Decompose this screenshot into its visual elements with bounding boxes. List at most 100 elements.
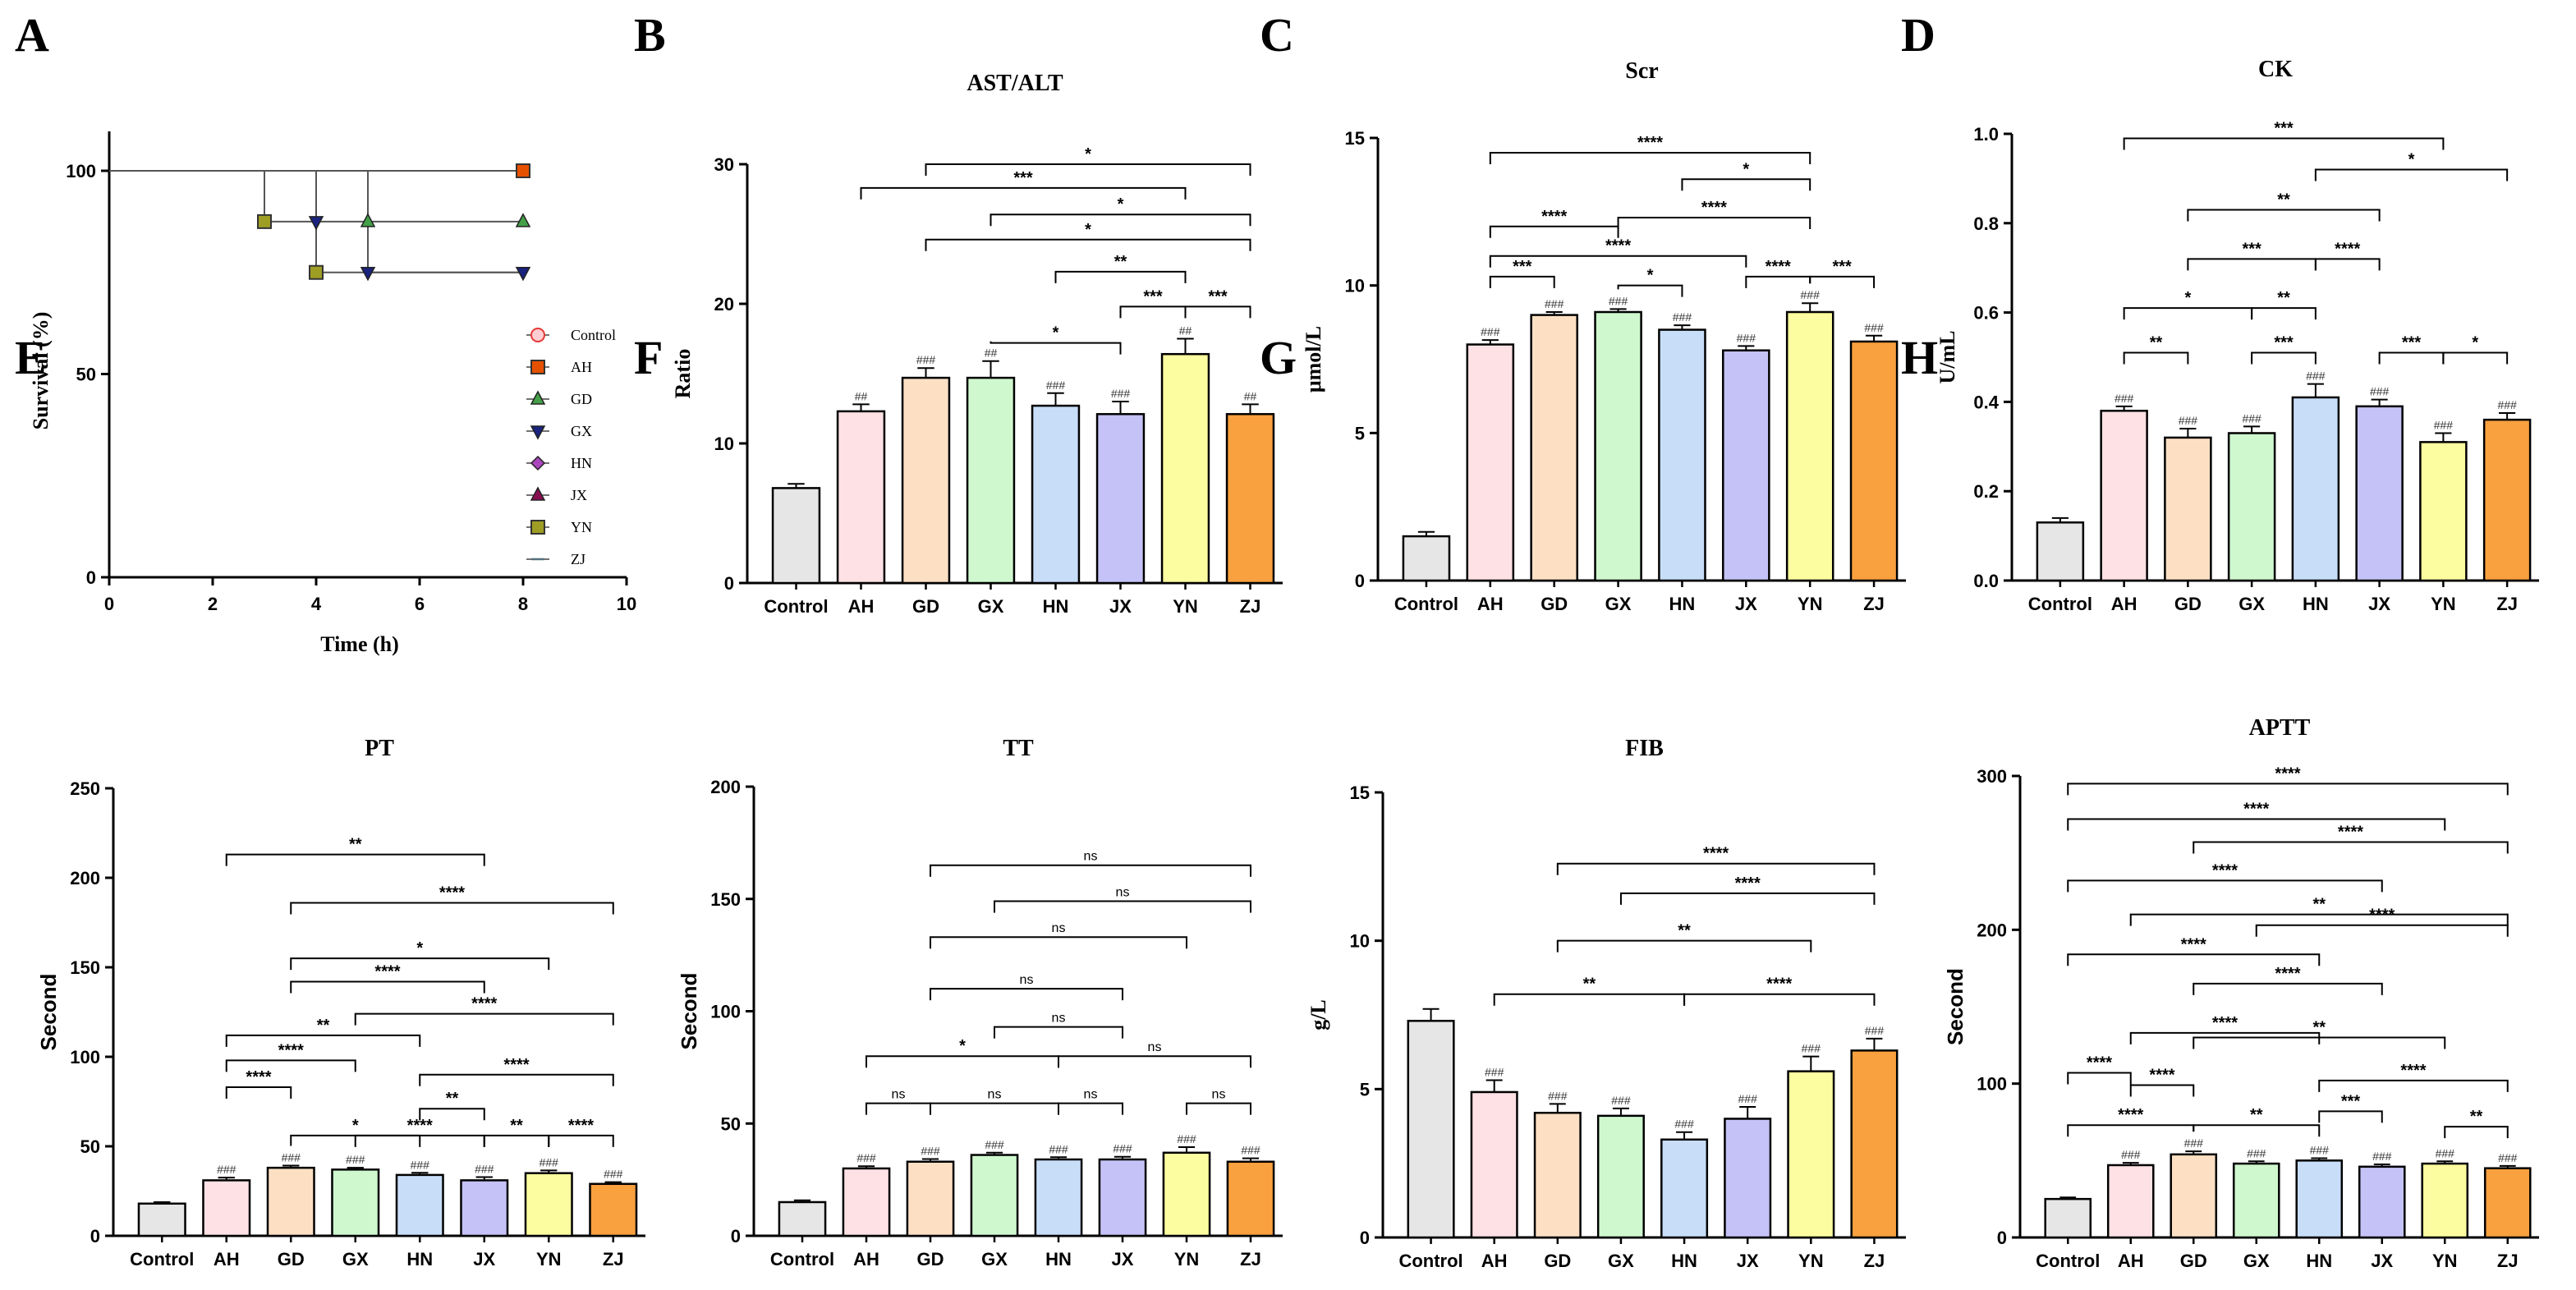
- comparison-bracket: [225, 1034, 421, 1047]
- comparison-label: ***: [2242, 240, 2261, 258]
- bar-hn: [1034, 1158, 1083, 1237]
- x-tick-label-gd: GD: [1544, 1251, 1571, 1271]
- comparison-bracket: [419, 1073, 614, 1086]
- y-tick-label: 0: [724, 573, 734, 594]
- comparison-bracket: [1681, 178, 1811, 191]
- comparison-bracket: [290, 980, 485, 994]
- x-tick-label-hn: HN: [1043, 596, 1069, 617]
- sig-mark-zj: ###: [1864, 321, 1884, 334]
- panel-label: H: [1901, 331, 1938, 384]
- data-point-gx: [360, 267, 376, 282]
- y-axis-label: Survival (%): [29, 312, 53, 430]
- y-tick-label: 5: [1355, 423, 1365, 443]
- comparison-bracket: [2129, 913, 2509, 926]
- comparison-bracket: [1617, 217, 1811, 230]
- comparison-label: ***: [2274, 334, 2294, 352]
- y-tick-label: 100: [1977, 1074, 2007, 1095]
- comparison-bracket: [990, 213, 1251, 227]
- sig-mark-zj: ###: [1241, 1144, 1260, 1157]
- bar-jx: [1724, 1118, 1772, 1239]
- comparison-bracket: [866, 1102, 931, 1115]
- comparison-bracket: [2378, 351, 2445, 365]
- panel-label: A: [15, 8, 49, 62]
- comparison-label: **: [2312, 896, 2326, 914]
- legend-label-gd: GD: [571, 391, 592, 407]
- bar-ah: [1470, 1090, 1518, 1239]
- chart-title: PT: [365, 736, 394, 761]
- comparison-label: ns: [892, 1088, 906, 1102]
- x-tick-label-zj: ZJ: [2497, 1251, 2519, 1271]
- comparison-label: ***: [1013, 169, 1033, 187]
- comparison-bracket: [2193, 1036, 2446, 1049]
- panel-c-scr-chart: C Scr 0 5 10 15 μmol/L Control AH ### GD ### GX ### HN…: [1260, 8, 1906, 614]
- sig-mark-jx: ###: [1738, 1092, 1758, 1105]
- chart-title: FIB: [1625, 736, 1664, 761]
- legend-marker-control: [530, 328, 545, 342]
- comparison-label: ****: [2118, 1106, 2143, 1124]
- x-tick-label-control: Control: [2036, 1251, 2100, 1271]
- comparison-bracket: [866, 1055, 1059, 1068]
- sig-mark-yn: ###: [1801, 288, 1821, 301]
- sig-mark-gx: ###: [985, 1138, 1004, 1151]
- comparison-label: **: [317, 1017, 330, 1035]
- comparison-bracket: [1556, 862, 1876, 875]
- sig-mark-jx: ###: [2370, 385, 2390, 398]
- comparison-label: ns: [1148, 1040, 1162, 1054]
- sig-mark-gx: ###: [1609, 294, 1628, 307]
- sig-mark-yn: ###: [2434, 418, 2454, 431]
- x-tick-label-yn: YN: [536, 1249, 562, 1269]
- comparison-bracket: [1186, 1102, 1251, 1115]
- comparison-label: **: [2250, 1106, 2263, 1124]
- comparison-bracket: [2318, 1110, 2383, 1123]
- x-tick-label-hn: HN: [2303, 594, 2329, 614]
- x-tick-label-ah: AH: [853, 1249, 879, 1269]
- comparison-bracket: [930, 1102, 1059, 1115]
- comparison-bracket: [1489, 255, 1747, 268]
- x-tick-label-ah: AH: [1481, 1251, 1508, 1271]
- comparison-bracket: [2067, 879, 2383, 893]
- data-point-gx: [515, 267, 531, 282]
- comparison-bracket: [225, 1059, 356, 1072]
- bar-gd: [2170, 1153, 2218, 1239]
- bar-gd: [1533, 1111, 1582, 1239]
- comparison-bracket: [225, 853, 485, 866]
- bar-zj: [1849, 340, 1899, 582]
- bar-hn: [2295, 1159, 2344, 1239]
- y-tick-label: 0: [1360, 1228, 1370, 1248]
- comparison-label: *: [352, 1117, 359, 1135]
- sig-mark-ah: ###: [1481, 325, 1500, 338]
- comparison-label: ****: [2275, 764, 2300, 783]
- comparison-label: *: [1743, 160, 1749, 178]
- sig-mark-hn: ###: [1674, 1118, 1694, 1131]
- comparison-bracket: [2255, 924, 2509, 937]
- bar-control: [1407, 1019, 1455, 1239]
- y-tick-label: 50: [76, 365, 96, 385]
- legend-marker-yn: [530, 520, 545, 535]
- bar-hn: [2291, 396, 2340, 582]
- comparison-bracket: [2444, 1126, 2509, 1139]
- sig-mark-zj: ###: [2497, 398, 2517, 411]
- bar-jx: [2358, 1165, 2406, 1239]
- comparison-label: ****: [2400, 1062, 2426, 1080]
- panel-d-ck-chart: D CK 0.0 0.2 0.4 0.6 0.8 1.0 U/mL Control AH ### GD #…: [1901, 8, 2539, 614]
- comparison-label: **: [446, 1090, 459, 1108]
- y-tick-label: 10: [1350, 931, 1370, 952]
- comparison-bracket: [2187, 258, 2317, 271]
- comparison-label: ****: [374, 962, 400, 980]
- comparison-bracket: [225, 1086, 292, 1099]
- y-tick-label: 0: [731, 1226, 741, 1246]
- panel-label: F: [634, 331, 663, 384]
- bar-zj: [1225, 413, 1275, 585]
- panel-label: E: [15, 331, 47, 384]
- comparison-bracket: [1809, 275, 1876, 288]
- comparison-bracket: [2067, 1124, 2195, 1137]
- y-tick-label: 100: [710, 1002, 741, 1022]
- y-tick-label: 0.4: [1973, 392, 1999, 412]
- comparison-bracket: [2442, 351, 2509, 365]
- comparison-label: **: [2277, 191, 2290, 209]
- bar-yn: [524, 1172, 573, 1237]
- comparison-label: ns: [988, 1088, 1002, 1102]
- y-tick-label: 0.0: [1973, 571, 1999, 591]
- x-tick-label-gd: GD: [2174, 594, 2202, 614]
